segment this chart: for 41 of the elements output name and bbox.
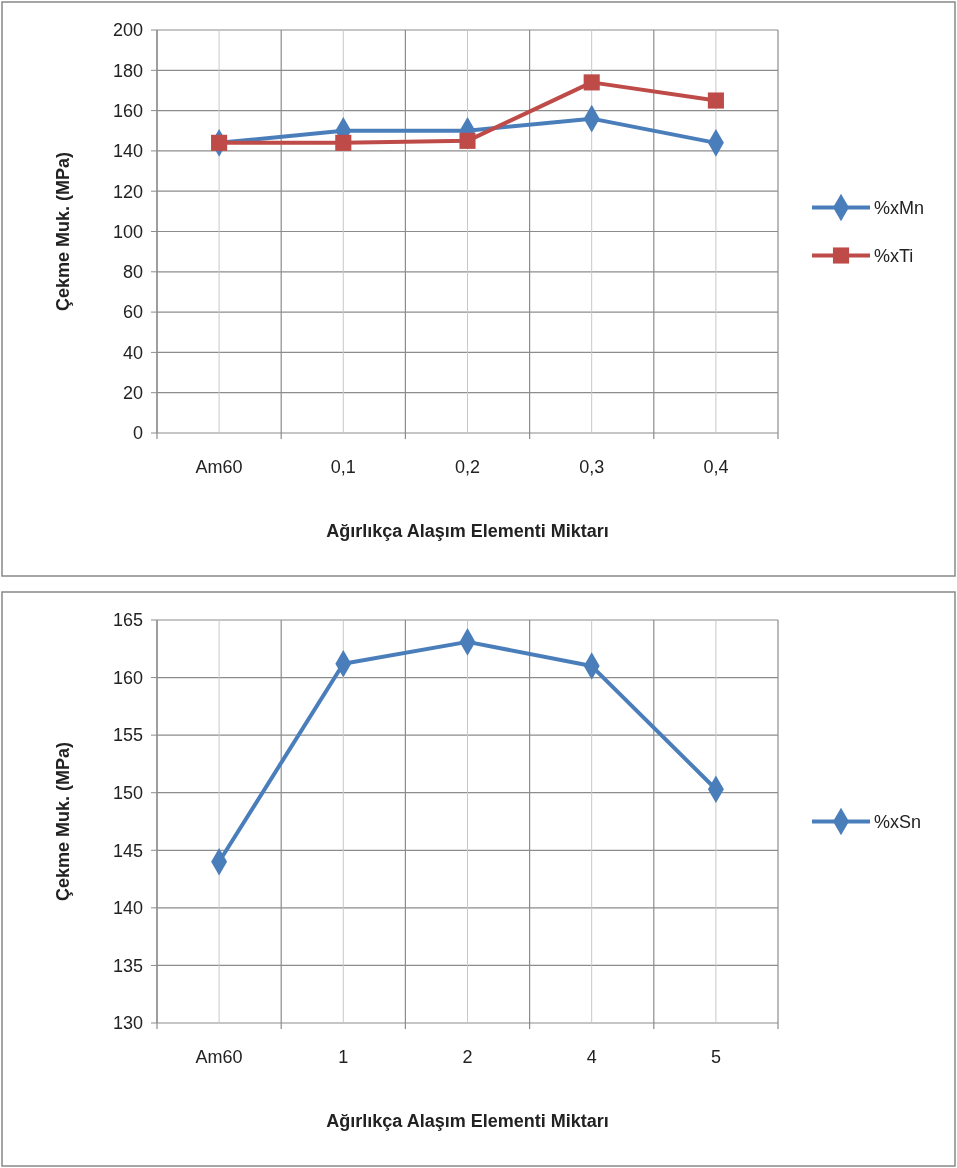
y-tick-label: 155 <box>112 725 143 746</box>
x-tick-label: Am60 <box>195 457 243 477</box>
x-axis-title: Ağırlıkça Alaşım Elementi Miktarı <box>326 521 609 541</box>
y-tick-label: 165 <box>112 610 143 631</box>
x-tick-label: 0,2 <box>454 457 481 477</box>
point <box>583 74 600 91</box>
y-tick-label: 135 <box>112 955 143 976</box>
y-tick-label: 80 <box>122 262 143 283</box>
point <box>335 134 352 151</box>
y-tick-label: 60 <box>122 302 143 323</box>
legend-label: %xSn <box>874 811 922 832</box>
y-tick-label: 200 <box>112 20 143 41</box>
x-axis-title: Ağırlıkça Alaşım Elementi Miktarı <box>326 1111 609 1131</box>
legend-label: %xMn <box>874 197 925 218</box>
y-axis-title: Çekme Muk. (MPa) <box>53 741 73 902</box>
x-tick-label: 0,4 <box>703 457 729 477</box>
y-tick-label: 180 <box>112 60 143 81</box>
y-tick-label: 40 <box>122 342 143 363</box>
y-tick-label: 160 <box>112 667 143 688</box>
x-tick-label: 0,1 <box>330 457 356 477</box>
y-tick-label: 160 <box>112 100 143 121</box>
y-tick-label: 0 <box>132 423 143 444</box>
y-tick-label: 120 <box>112 181 143 202</box>
x-tick-label: 0,3 <box>579 457 605 477</box>
x-tick-label: Am60 <box>195 1047 243 1067</box>
y-tick-label: 145 <box>112 840 143 861</box>
x-tick-label: 2 <box>462 1047 473 1067</box>
point <box>459 132 476 149</box>
y-tick-label: 100 <box>112 221 143 242</box>
y-tick-label: 140 <box>112 141 143 162</box>
y-tick-label: 140 <box>112 898 143 919</box>
x-tick-label: 4 <box>586 1047 597 1067</box>
y-axis-title: Çekme Muk. (MPa) <box>53 151 73 312</box>
y-tick-label: 150 <box>112 783 143 804</box>
legend-label: %xTi <box>874 245 914 266</box>
x-tick-label: 1 <box>338 1047 349 1067</box>
point <box>211 134 228 151</box>
point <box>707 92 724 109</box>
y-tick-label: 20 <box>122 383 143 403</box>
y-tick-label: 130 <box>112 1013 143 1034</box>
x-tick-label: 5 <box>710 1047 721 1067</box>
